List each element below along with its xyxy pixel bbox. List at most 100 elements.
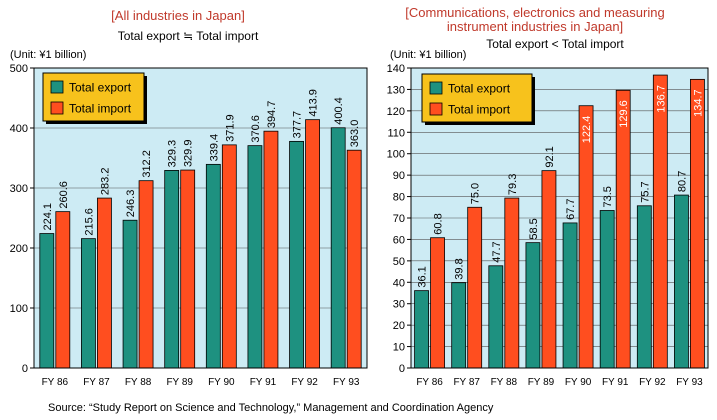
right-chart: [Communications, electronics and measuri… <box>390 5 665 61</box>
left-y-tick-label: 400 <box>10 123 28 135</box>
left-legend-swatch-export <box>50 80 64 94</box>
left-value-label-export: 377.7 <box>292 111 304 139</box>
left-bar-export <box>122 219 138 369</box>
right-x-tick-label: FY 89 <box>528 377 555 388</box>
left-y-tick-label: 0 <box>22 363 28 375</box>
right-bar-import <box>541 170 557 369</box>
right-value-label-export: 80.7 <box>676 171 688 192</box>
right-bar-import <box>430 237 445 369</box>
left-x-tick-label: FY 87 <box>83 377 110 388</box>
left-bar-import <box>55 211 71 369</box>
left-value-label-export: 339.4 <box>208 134 220 162</box>
right-y-tick-label: 60 <box>393 234 405 246</box>
right-value-label-import: 75.0 <box>470 183 482 204</box>
left-x-tick-label: FY 92 <box>291 377 318 388</box>
left-bar-export <box>39 233 55 369</box>
left-y-tick-label: 200 <box>10 243 28 255</box>
right-chart-title-line-2: instrument industries in Japan] <box>447 19 623 34</box>
right-x-tick-label: FY 87 <box>453 377 480 388</box>
right-y-tick-label: 70 <box>393 213 405 225</box>
right-legend-label-import: Total import <box>448 103 511 117</box>
right-x-tick-label: FY 90 <box>565 377 592 388</box>
right-value-label-export: 73.5 <box>602 186 614 207</box>
right-bar-export <box>488 265 504 369</box>
right-bar-import <box>467 206 483 369</box>
left-y-tick-label: 100 <box>10 303 28 315</box>
left-value-label-export: 400.4 <box>333 97 345 125</box>
right-chart-subtitle: Total export < Total import <box>486 37 624 51</box>
right-legend-swatch-export <box>429 81 443 95</box>
right-bar-export <box>562 222 578 369</box>
right-value-label-import: 92.1 <box>544 146 556 167</box>
right-x-tick-label: FY 92 <box>639 377 666 388</box>
right-legend-swatch-import <box>429 102 443 116</box>
left-bar-import <box>97 197 112 369</box>
right-value-label-export: 67.7 <box>565 199 577 220</box>
left-value-label-import: 312.2 <box>141 150 153 178</box>
right-value-label-export: 75.7 <box>639 181 651 202</box>
left-value-label-import: 371.9 <box>224 114 236 142</box>
left-bar-import <box>138 180 154 369</box>
left-legend-swatch-import <box>50 101 64 115</box>
right-y-tick-label: 120 <box>387 106 405 118</box>
left-x-tick-label: FY 86 <box>42 377 69 388</box>
left-value-label-import: 329.9 <box>183 140 195 168</box>
left-bar-export <box>289 140 304 369</box>
left-bar-export <box>247 145 263 369</box>
right-bar-export <box>451 282 467 369</box>
left-bar-import <box>263 130 279 369</box>
left-value-label-import: 260.6 <box>58 181 70 209</box>
right-x-tick-label: FY 88 <box>491 377 518 388</box>
right-bar-import <box>504 197 520 369</box>
right-y-tick-label: 40 <box>393 277 405 289</box>
right-value-label-export: 39.8 <box>454 258 466 279</box>
right-bar-export <box>525 242 541 369</box>
right-bar-import <box>652 74 668 369</box>
left-bar-import <box>305 119 320 369</box>
left-bar-import <box>180 169 196 369</box>
right-y-tick-label: 110 <box>387 127 405 139</box>
right-value-label-export: 58.5 <box>528 218 540 239</box>
right-bar-import <box>690 78 705 369</box>
left-legend-label-import: Total import <box>69 102 132 116</box>
right-bar-export <box>599 210 615 369</box>
left-x-tick-label: FY 91 <box>250 377 277 388</box>
left-plot-border <box>33 67 368 369</box>
left-value-label-export: 246.3 <box>125 190 137 218</box>
left-bar-export <box>81 238 96 369</box>
right-bar-import <box>615 89 631 369</box>
right-value-label-import: 122.4 <box>581 116 593 144</box>
right-y-tick-label: 0 <box>399 363 405 375</box>
right-chart-unit: (Unit: ¥1 billion) <box>390 49 466 61</box>
right-bar-import <box>578 105 594 369</box>
right-x-tick-label: FY 86 <box>416 377 443 388</box>
left-x-tick-label: FY 89 <box>166 377 193 388</box>
right-value-label-import: 134.7 <box>692 89 704 117</box>
right-x-tick-label: FY 93 <box>676 377 703 388</box>
right-chart-title-line-1: [Communications, electronics and measuri… <box>405 5 664 20</box>
left-x-tick-label: FY 88 <box>125 377 152 388</box>
left-value-label-import: 283.2 <box>99 168 111 196</box>
left-value-label-export: 370.6 <box>250 115 262 143</box>
left-value-label-export: 215.6 <box>83 208 95 236</box>
right-legend-label-export: Total export <box>448 82 511 96</box>
left-bar-import <box>346 149 362 369</box>
left-y-tick-label: 500 <box>10 63 28 75</box>
left-value-label-import: 413.9 <box>308 89 320 117</box>
right-bar-export <box>674 194 689 369</box>
left-y-tick-label: 300 <box>10 183 28 195</box>
right-y-tick-label: 10 <box>393 342 405 354</box>
right-value-label-import: 129.6 <box>618 100 630 128</box>
left-chart: [All industries in Japan] Total export ≒… <box>10 8 259 61</box>
left-bar-export <box>164 170 180 369</box>
right-x-tick-label: FY 91 <box>602 377 629 388</box>
left-value-label-import: 363.0 <box>349 120 361 148</box>
right-y-tick-label: 50 <box>393 256 405 268</box>
right-y-tick-label: 90 <box>393 170 405 182</box>
left-x-tick-label: FY 90 <box>208 377 235 388</box>
right-plot-border <box>410 67 709 369</box>
right-y-tick-label: 80 <box>393 192 405 204</box>
right-y-tick-label: 30 <box>393 299 405 311</box>
right-y-tick-label: 130 <box>387 84 405 96</box>
